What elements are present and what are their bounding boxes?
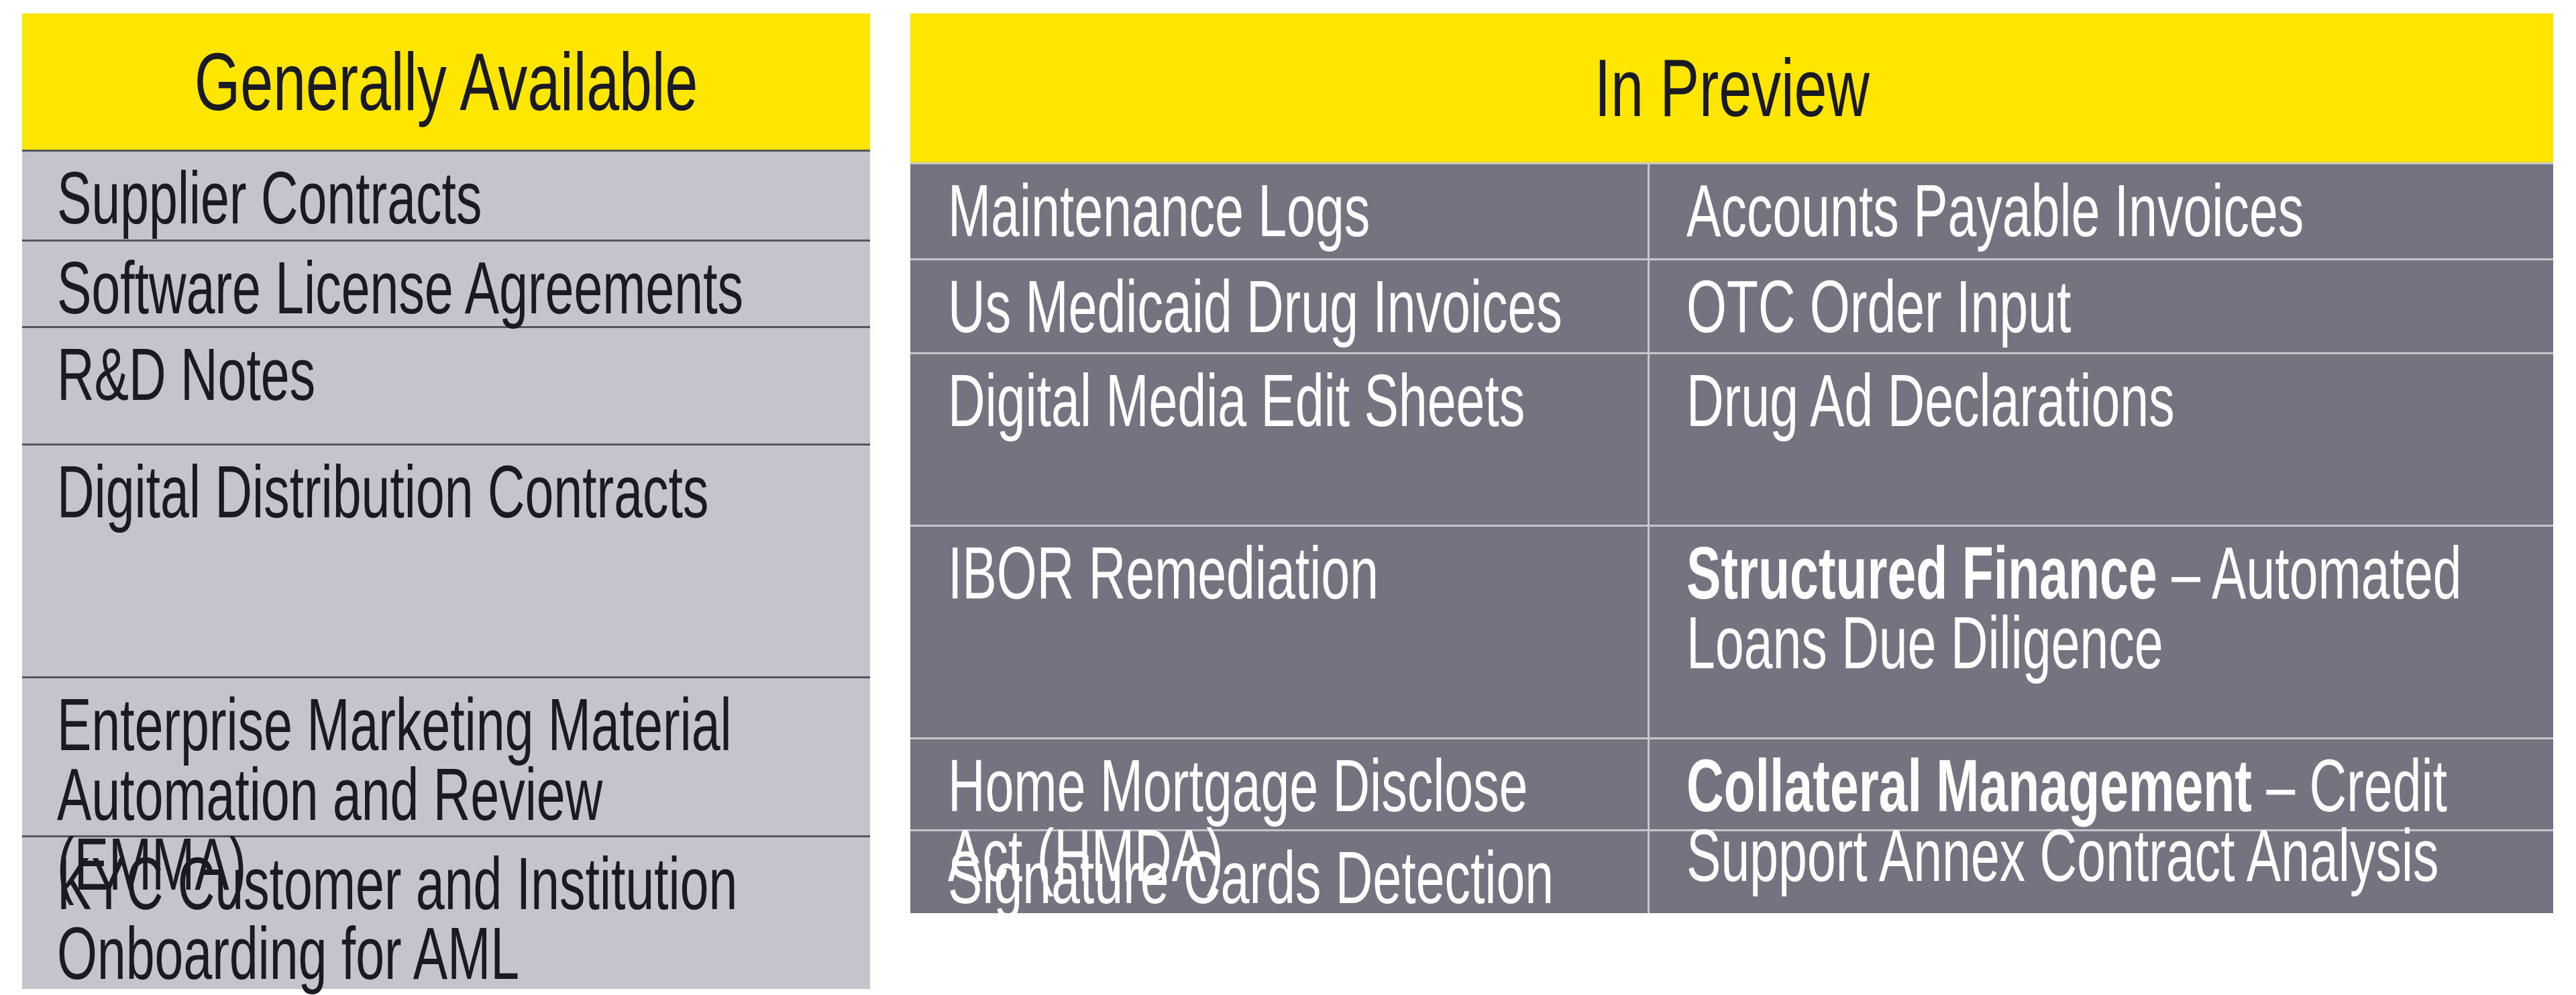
table-cell: Digital Media Edit Sheets: [910, 354, 1650, 525]
slide-canvas: Generally Available Supplier Contracts S…: [22, 13, 2553, 991]
table-cell: Us Medicaid Drug Invoices: [910, 260, 1650, 352]
cell-text: – Credit Support Annex Contract Analysis: [1686, 745, 2447, 897]
cell-text: OTC Order Input: [1686, 266, 2072, 348]
table-row: Digital Media Edit Sheets Drug Ad Declar…: [910, 352, 2553, 525]
generally-available-header: Generally Available: [22, 13, 870, 150]
table-cell: Collateral Management – Credit Support A…: [1650, 739, 2576, 893]
cell-text: Accounts Payable Invoices: [1686, 170, 2304, 252]
in-preview-title: In Preview: [1594, 42, 1870, 134]
cell-text: IBOR Remediation: [948, 532, 1379, 615]
cell-text: Us Medicaid Drug Invoices: [948, 266, 1562, 348]
table-cell: Maintenance Logs: [910, 164, 1650, 258]
cell-text: Digital Distribution Contracts: [57, 451, 709, 533]
table-cell: Supplier Contracts: [22, 152, 870, 240]
table-cell: Structured Finance – Automated Loans Due…: [1650, 527, 2576, 737]
cell-text-bold: Structured Finance: [1686, 532, 2157, 615]
table-cell: R&D Notes: [22, 328, 870, 443]
table-cell: Enterprise Marketing Material Automation…: [22, 678, 870, 902]
cell-text: R&D Notes: [57, 333, 316, 416]
cell-text: Digital Media Edit Sheets: [948, 360, 1525, 442]
in-preview-table: In Preview Maintenance Logs Accounts Pay…: [910, 13, 2553, 915]
table-row: KYC Customer and Institution Onboarding …: [22, 835, 870, 995]
generally-available-title: Generally Available: [194, 36, 698, 127]
table-row: R&D Notes: [22, 326, 870, 443]
table-cell: OTC Order Input: [1650, 260, 2553, 352]
cell-text: Home Mortgage Disclose Act (HMDA): [948, 745, 1528, 897]
in-preview-header: In Preview: [910, 13, 2553, 162]
table-cell: Software License Agreements: [22, 242, 870, 326]
table-cell: Accounts Payable Invoices: [1650, 164, 2576, 258]
cell-text: Drug Ad Declarations: [1686, 360, 2175, 442]
table-row: Us Medicaid Drug Invoices OTC Order Inpu…: [910, 258, 2553, 352]
table-cell: KYC Customer and Institution Onboarding …: [22, 837, 870, 995]
table-row: Maintenance Logs Accounts Payable Invoic…: [910, 162, 2553, 258]
table-row: Enterprise Marketing Material Automation…: [22, 676, 870, 902]
table-row: IBOR Remediation Structured Finance – Au…: [910, 525, 2553, 737]
table-row: Software License Agreements: [22, 240, 870, 326]
generally-available-table: Generally Available Supplier Contracts S…: [22, 13, 870, 995]
table-cell: Digital Distribution Contracts: [22, 446, 870, 676]
table-cell: Drug Ad Declarations: [1650, 354, 2553, 525]
table-cell: Home Mortgage Disclose Act (HMDA): [910, 739, 1650, 893]
table-row: Supplier Contracts: [22, 150, 870, 240]
table-row: Digital Distribution Contracts: [22, 443, 870, 676]
cell-text: Software License Agreements: [57, 247, 743, 329]
table-row: Home Mortgage Disclose Act (HMDA) Collat…: [910, 737, 2553, 893]
cell-text: KYC Customer and Institution Onboarding …: [57, 843, 738, 995]
cell-text-bold: Collateral Management: [1686, 745, 2252, 827]
cell-text: Enterprise Marketing Material Automation…: [57, 684, 732, 906]
cell-text: Maintenance Logs: [948, 170, 1371, 252]
table-row: Signature Cards Detection: [910, 829, 2553, 915]
table-cell: IBOR Remediation: [910, 527, 1650, 737]
table-cell: Signature Cards Detection: [910, 831, 1650, 915]
cell-text: Supplier Contracts: [57, 157, 482, 240]
cell-text: Signature Cards Detection: [948, 837, 1554, 919]
cell-text: – Automated Loans Due Diligence: [1686, 532, 2462, 684]
